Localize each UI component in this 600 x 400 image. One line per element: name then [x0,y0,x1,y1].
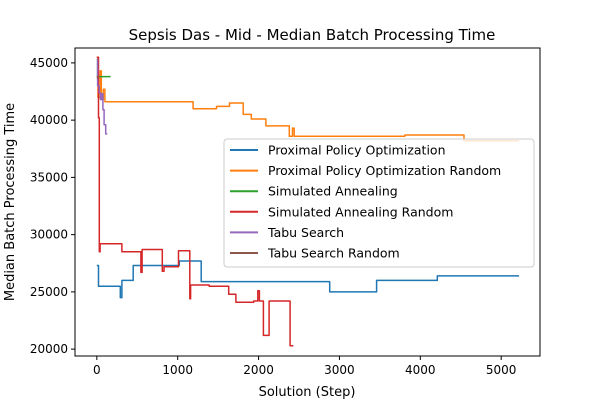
legend-label: Tabu Search Random [267,246,400,261]
series-line-0 [96,260,519,299]
x-tick-label: 1000 [162,363,193,377]
x-tick-label: 2000 [243,363,274,377]
legend-label: Simulated Annealing Random [268,204,453,219]
y-tick-label: 20000 [30,342,68,356]
chart-title: Sepsis Das - Mid - Median Batch Processi… [129,26,496,44]
legend-label: Proximal Policy Optimization [268,143,446,158]
series-line-4 [96,58,108,135]
x-axis-label: Solution (Step) [259,385,356,400]
y-tick-label: 35000 [30,170,68,184]
series-line-5 [96,75,99,79]
series-line-1 [96,56,519,142]
series-line-3 [96,56,294,347]
legend-label: Simulated Annealing [268,184,398,199]
y-tick-label: 45000 [30,56,68,70]
y-tick-label: 30000 [30,228,68,242]
y-tick-label: 25000 [30,285,68,299]
x-tick-label: 3000 [324,363,355,377]
x-tick-label: 0 [93,363,101,377]
y-axis: 20000 25000 30000 35000 40000 45000 [30,56,75,356]
y-axis-label: Median Batch Processing Time [3,103,18,301]
x-tick-label: 4000 [405,363,436,377]
x-axis: 0 1000 2000 3000 4000 5000 [93,356,516,377]
legend: Proximal Policy Optimization Proximal Pol… [223,138,535,268]
legend-label: Proximal Policy Optimization Random [268,163,501,178]
x-tick-label: 5000 [486,363,517,377]
plot-frame [74,47,541,357]
legend-box [223,138,535,268]
plot-lines [96,56,519,347]
y-tick-label: 40000 [30,113,68,127]
legend-label: Tabu Search [267,225,344,240]
